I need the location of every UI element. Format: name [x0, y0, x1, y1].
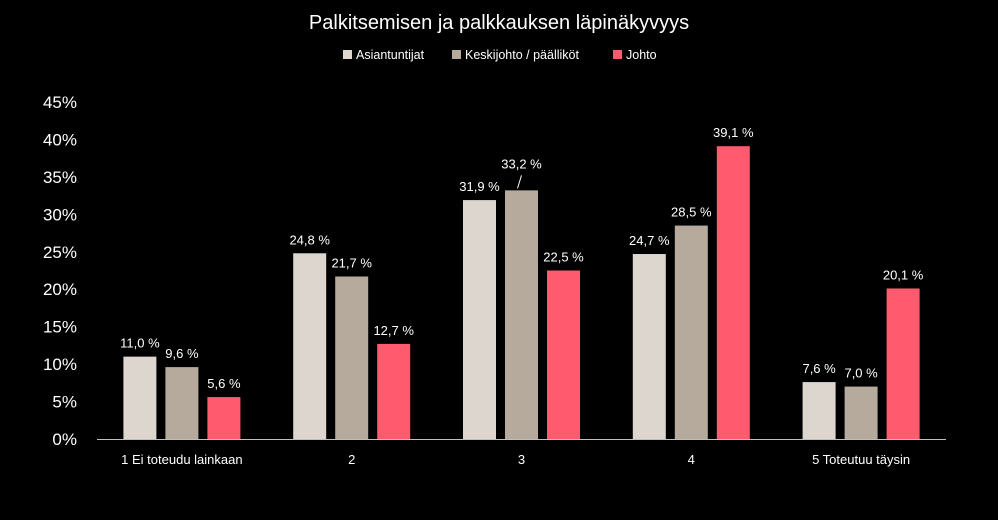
bar: [547, 270, 580, 439]
data-label: 7,6 %: [802, 361, 836, 376]
y-tick-label: 15%: [43, 318, 77, 337]
bar: [165, 367, 199, 439]
bars: [123, 146, 920, 439]
data-label: 5,6 %: [207, 376, 241, 391]
y-tick-label: 35%: [43, 168, 77, 187]
data-label: 24,8 %: [289, 232, 330, 247]
data-label: 9,6 %: [165, 346, 199, 361]
y-tick-label: 25%: [43, 243, 77, 262]
y-tick-label: 45%: [43, 93, 77, 112]
data-labels: 11,0 % 9,6 % 5,6 % 24,8 %21,7 % 12,7 % 31,9 %…: [120, 125, 924, 391]
legend-label-keskijohto: Keskijohto / päälliköt: [465, 48, 579, 62]
bar: [674, 225, 708, 439]
y-tick-label: 10%: [43, 355, 77, 374]
y-axis: 0% 5% 10% 15% 20% 25% 30% 35% 40% 45%: [43, 93, 77, 449]
bar: [632, 254, 666, 439]
legend-swatch-asiantuntijat: [343, 50, 352, 59]
data-label: 22,5 %: [543, 250, 584, 265]
legend-swatch-keskijohto: [452, 50, 461, 59]
x-tick-label: 4: [688, 452, 695, 467]
bar: [844, 386, 878, 439]
data-label: 33,2 %: [501, 156, 542, 171]
y-tick-label: 5%: [52, 393, 77, 412]
bar: [377, 343, 411, 439]
bar: [335, 276, 369, 439]
y-tick-label: 20%: [43, 280, 77, 299]
bar: [207, 397, 241, 439]
bar: [886, 288, 920, 439]
legend-swatch-johto: [613, 50, 622, 59]
y-tick-label: 30%: [43, 205, 77, 224]
legend: Asiantuntijat Keskijohto / päälliköt Joh…: [343, 48, 657, 62]
bar: [505, 190, 538, 439]
bar: [716, 146, 750, 439]
x-tick-label: 2: [348, 452, 355, 467]
chart-title: Palkitsemisen ja palkkauksen läpinäkyvyy…: [309, 12, 689, 34]
data-label: 12,7 %: [373, 323, 414, 338]
legend-label-asiantuntijat: Asiantuntijat: [356, 48, 425, 62]
bar: [802, 382, 836, 439]
y-tick-label: 0%: [52, 430, 77, 449]
x-tick-label: 1 Ei toteudu lainkaan: [121, 452, 242, 467]
data-label: 11,0 %: [120, 336, 160, 351]
x-axis: 1 Ei toteudu lainkaan 2 3 4 5 Toteutuu täysi…: [121, 452, 910, 467]
data-label: 7,0 %: [844, 366, 878, 381]
data-label: 24,7 %: [629, 233, 670, 248]
data-label: 39,1 %: [713, 125, 754, 140]
x-tick-label: 3: [518, 452, 525, 467]
bar: [293, 253, 327, 439]
data-label: 20,1 %: [883, 267, 924, 282]
x-tick-label: 5 Toteutuu täysin: [812, 452, 910, 467]
bar: [123, 356, 157, 439]
data-label: 28,5 %: [671, 205, 712, 220]
label-leader-line: [517, 175, 522, 189]
data-label: 31,9 %: [459, 179, 500, 194]
y-tick-label: 40%: [43, 130, 77, 149]
bar: [463, 200, 496, 439]
data-label: 21,7 %: [331, 255, 372, 270]
legend-label-johto: Johto: [626, 48, 657, 62]
